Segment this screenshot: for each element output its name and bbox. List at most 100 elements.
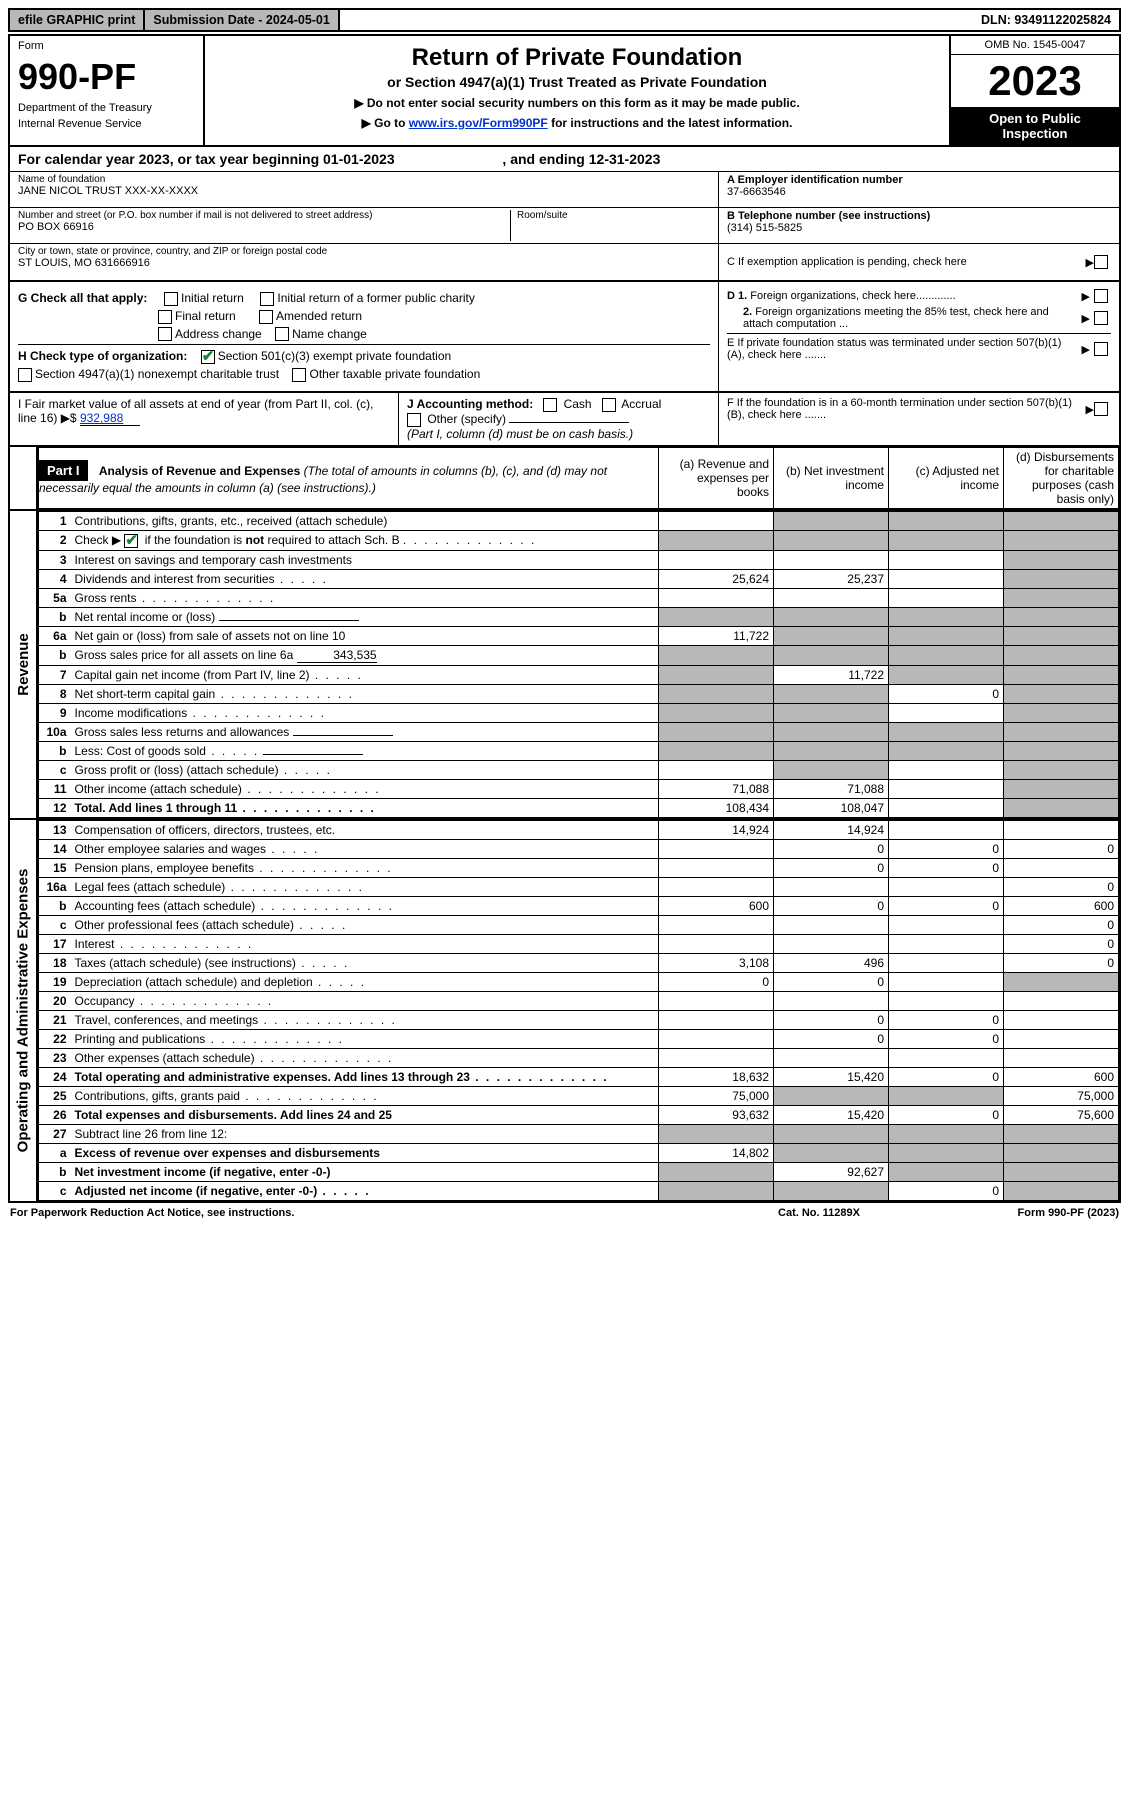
checkbox-amended[interactable]: [259, 310, 273, 324]
arrow-icon: ▶: [1082, 290, 1090, 303]
dept-treasury: Department of the Treasury: [18, 102, 195, 114]
table-row: bGross sales price for all assets on lin…: [39, 645, 1119, 665]
city-label: City or town, state or province, country…: [18, 246, 710, 257]
line26-a: 93,632: [659, 1105, 774, 1124]
table-row: 27Subtract line 26 from line 12:: [39, 1124, 1119, 1143]
line6b-val: 343,535: [297, 648, 377, 663]
line26-desc: Total expenses and disbursements. Add li…: [71, 1105, 659, 1124]
ijf-block: I Fair market value of all assets at end…: [8, 393, 1121, 447]
line25-d: 75,000: [1004, 1086, 1119, 1105]
checkbox-other-acct[interactable]: [407, 413, 421, 427]
table-row: bNet rental income or (loss): [39, 607, 1119, 626]
checkbox-f[interactable]: [1094, 402, 1108, 416]
g-final: Final return: [175, 309, 236, 323]
line10c-desc: Gross profit or (loss) (attach schedule): [71, 760, 659, 779]
checkbox-d2[interactable]: [1094, 311, 1108, 325]
form-title: Return of Private Foundation: [213, 44, 941, 72]
table-row: 22Printing and publications00: [39, 1029, 1119, 1048]
j-note: (Part I, column (d) must be on cash basi…: [407, 427, 633, 441]
table-row: 20Occupancy: [39, 991, 1119, 1010]
table-row: 1 Contributions, gifts, grants, etc., re…: [39, 511, 1119, 530]
line11-b: 71,088: [774, 779, 889, 798]
omb-number: OMB No. 1545-0047: [951, 36, 1119, 55]
checkbox-cash[interactable]: [543, 398, 557, 412]
line2-desc: Check ▶ if the foundation is not require…: [71, 530, 659, 550]
table-row: 2 Check ▶ if the foundation is not requi…: [39, 530, 1119, 550]
checkbox-4947[interactable]: [18, 368, 32, 382]
line16b-d: 600: [1004, 896, 1119, 915]
part1-header: Part I Analysis of Revenue and Expenses …: [8, 447, 1121, 511]
check-block: G Check all that apply: Initial return I…: [8, 282, 1121, 393]
line13-desc: Compensation of officers, directors, tru…: [71, 820, 659, 839]
line6b-desc: Gross sales price for all assets on line…: [71, 645, 659, 665]
checkbox-other-tax[interactable]: [292, 368, 306, 382]
line24-desc: Total operating and administrative expen…: [71, 1067, 659, 1086]
table-row: 9Income modifications: [39, 703, 1119, 722]
line19-desc: Depreciation (attach schedule) and deple…: [71, 972, 659, 991]
line14-desc: Other employee salaries and wages: [71, 839, 659, 858]
h-label: H Check type of organization:: [18, 349, 187, 363]
line27b-desc: Net investment income (if negative, ente…: [71, 1162, 659, 1181]
j-other: Other (specify): [427, 412, 506, 426]
j-section: J Accounting method: Cash Accrual Other …: [399, 393, 719, 445]
h-4947: Section 4947(a)(1) nonexempt charitable …: [35, 367, 279, 381]
col-c-header: (c) Adjusted net income: [889, 447, 1004, 508]
i-label: I Fair market value of all assets at end…: [18, 397, 373, 425]
line18-desc: Taxes (attach schedule) (see instruction…: [71, 953, 659, 972]
j-accrual: Accrual: [621, 397, 661, 411]
line16a-d: 0: [1004, 877, 1119, 896]
checkbox-e[interactable]: [1094, 342, 1108, 356]
checkbox-schb[interactable]: [124, 534, 138, 548]
fmv-link[interactable]: 932,988: [80, 411, 140, 426]
table-row: 7Capital gain net income (from Part IV, …: [39, 665, 1119, 684]
table-row: 19Depreciation (attach schedule) and dep…: [39, 972, 1119, 991]
table-row: 24Total operating and administrative exp…: [39, 1067, 1119, 1086]
line18-a: 3,108: [659, 953, 774, 972]
line5a-desc: Gross rents: [71, 588, 659, 607]
name-value: JANE NICOL TRUST XXX-XX-XXXX: [18, 185, 710, 197]
checkbox-c[interactable]: [1094, 255, 1108, 269]
tel-row: B Telephone number (see instructions) (3…: [719, 208, 1119, 244]
table-row: bNet investment income (if negative, ent…: [39, 1162, 1119, 1181]
checkbox-accrual[interactable]: [602, 398, 616, 412]
expenses-section: Operating and Administrative Expenses 13…: [8, 820, 1121, 1203]
line16c-d: 0: [1004, 915, 1119, 934]
checkbox-final[interactable]: [158, 310, 172, 324]
line13-a: 14,924: [659, 820, 774, 839]
form-subtitle: or Section 4947(a)(1) Trust Treated as P…: [213, 74, 941, 90]
table-row: 16aLegal fees (attach schedule)0: [39, 877, 1119, 896]
city-row: City or town, state or province, country…: [10, 244, 718, 280]
line4-b: 25,237: [774, 569, 889, 588]
table-row: 21Travel, conferences, and meetings00: [39, 1010, 1119, 1029]
checkbox-address[interactable]: [158, 327, 172, 341]
arrow-icon: ▶: [1086, 256, 1094, 269]
checkbox-initial[interactable]: [164, 292, 178, 306]
checkbox-namechange[interactable]: [275, 327, 289, 341]
footer: For Paperwork Reduction Act Notice, see …: [8, 1203, 1121, 1223]
checkbox-d1[interactable]: [1094, 289, 1108, 303]
line8-desc: Net short-term capital gain: [71, 684, 659, 703]
line24-c: 0: [889, 1067, 1004, 1086]
form990pf-link[interactable]: www.irs.gov/Form990PF: [409, 116, 548, 130]
col-a-header: (a) Revenue and expenses per books: [659, 447, 774, 508]
line21-c: 0: [889, 1010, 1004, 1029]
line5b-desc: Net rental income or (loss): [71, 607, 659, 626]
expenses-side-label: Operating and Administrative Expenses: [10, 820, 38, 1201]
table-row: 5aGross rents: [39, 588, 1119, 607]
checkbox-initial-former[interactable]: [260, 292, 274, 306]
tel-value: (314) 515-5825: [727, 222, 1111, 234]
checkbox-501c3[interactable]: [201, 350, 215, 364]
line26-c: 0: [889, 1105, 1004, 1124]
city-value: ST LOUIS, MO 631666916: [18, 257, 710, 269]
room-suite: Room/suite: [510, 210, 710, 241]
table-row: 12Total. Add lines 1 through 11108,43410…: [39, 798, 1119, 817]
ident-left: Name of foundation JANE NICOL TRUST XXX-…: [10, 172, 719, 280]
g-name: Name change: [292, 327, 367, 341]
line1-desc: Contributions, gifts, grants, etc., rece…: [71, 511, 659, 530]
table-row: 26Total expenses and disbursements. Add …: [39, 1105, 1119, 1124]
line17-d: 0: [1004, 934, 1119, 953]
f-text: F If the foundation is in a 60-month ter…: [727, 397, 1086, 421]
line9-desc: Income modifications: [71, 703, 659, 722]
dln: DLN: 93491122025824: [973, 10, 1119, 30]
line10a-desc: Gross sales less returns and allowances: [71, 722, 659, 741]
